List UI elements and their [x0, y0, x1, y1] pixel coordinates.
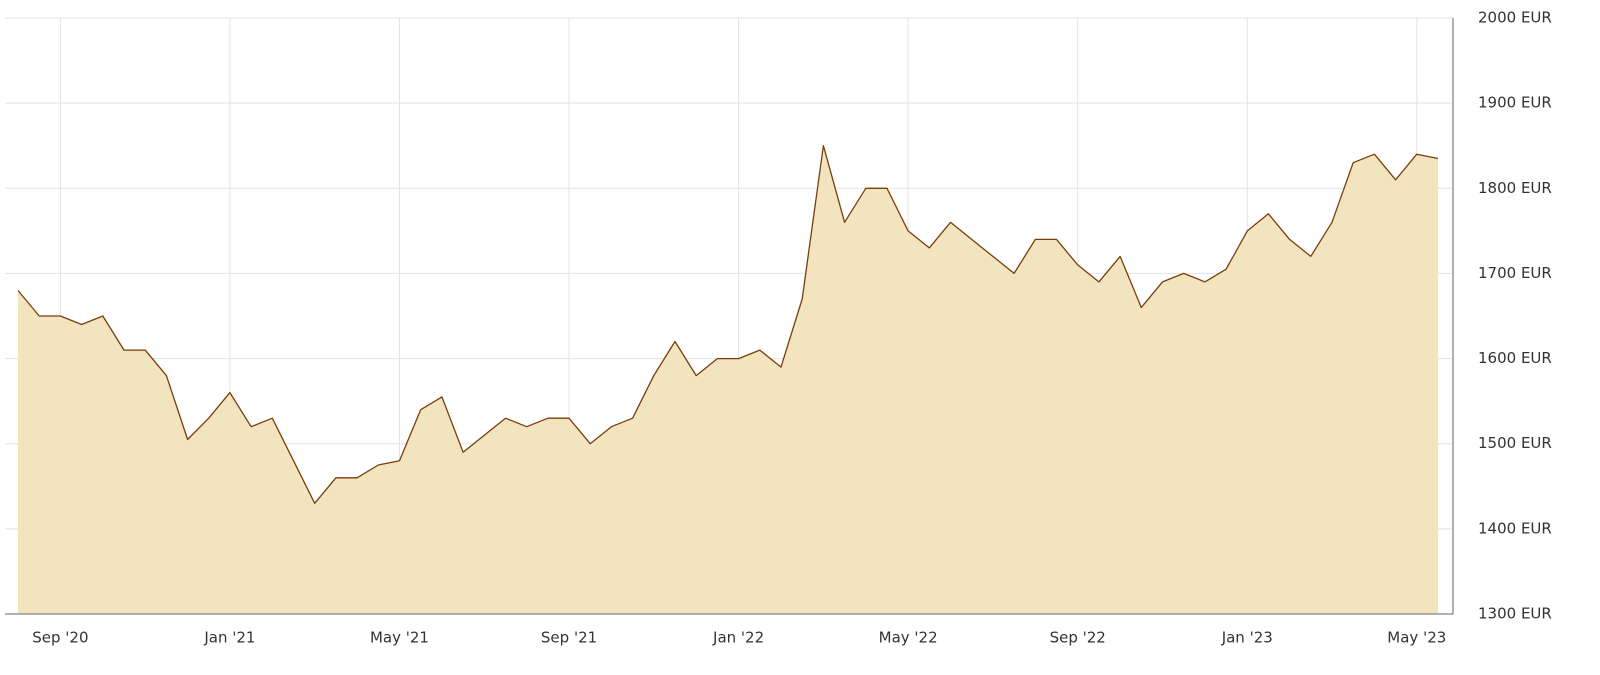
y-tick-label: 1900 EUR	[1478, 94, 1552, 112]
x-tick-label: May '22	[879, 629, 938, 647]
x-tick-label: Jan '23	[1221, 629, 1273, 647]
x-tick-label: May '23	[1387, 629, 1446, 647]
x-tick-label: May '21	[370, 629, 429, 647]
y-tick-label: 1400 EUR	[1478, 519, 1552, 537]
x-tick-label: Sep '21	[541, 629, 597, 647]
x-tick-label: Sep '20	[32, 629, 88, 647]
y-tick-label: 1800 EUR	[1478, 179, 1552, 197]
x-tick-label: Jan '21	[203, 629, 255, 647]
y-tick-label: 1500 EUR	[1478, 434, 1552, 452]
x-tick-label: Sep '22	[1050, 629, 1106, 647]
y-tick-label: 1600 EUR	[1478, 349, 1552, 367]
line	[17, 145, 1439, 504]
x-tick-label: Jan '22	[712, 629, 764, 647]
y-tick-label: 1700 EUR	[1478, 264, 1552, 282]
y-tick-label: 2000 EUR	[1478, 9, 1552, 27]
area	[18, 145, 1438, 614]
y-tick-label: 1300 EUR	[1478, 605, 1552, 623]
